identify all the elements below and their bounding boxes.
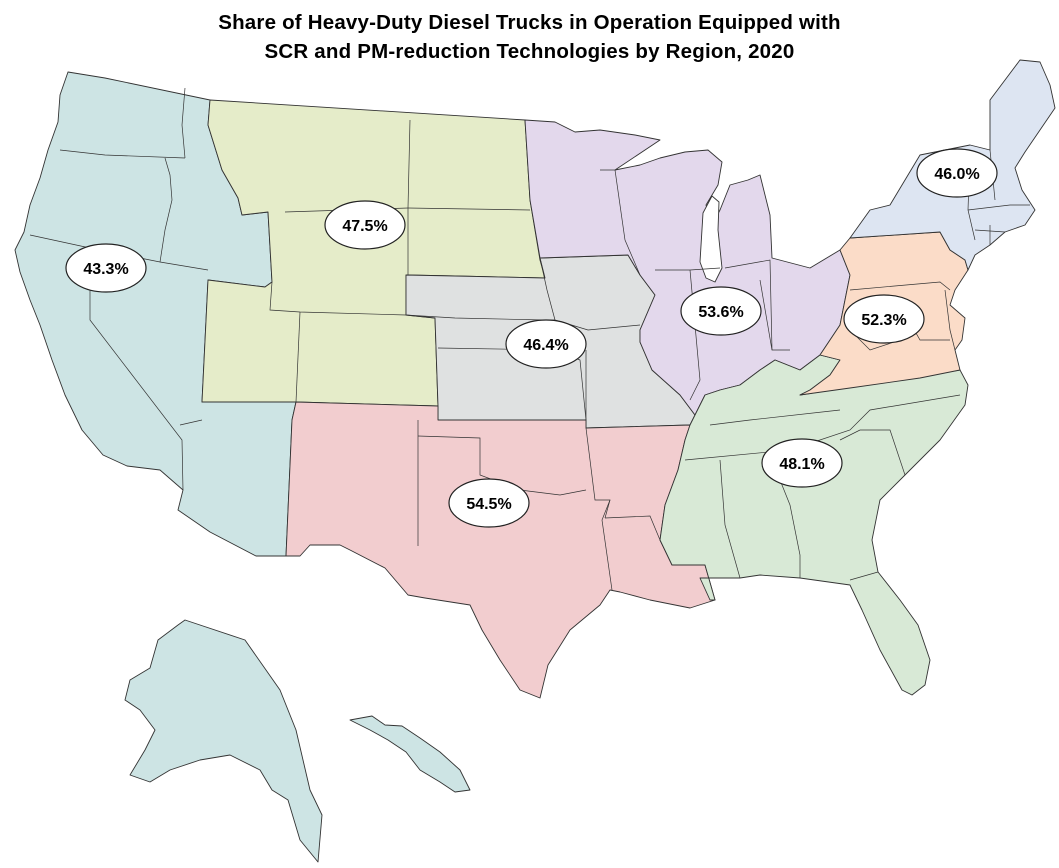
label-west-text: 43.3%	[83, 261, 128, 278]
title-line-2: SCR and PM-reduction Technologies by Reg…	[264, 40, 795, 63]
label-mountain-text: 47.5%	[342, 218, 387, 235]
map-title: Share of Heavy-Duty Diesel Trucks in Ope…	[0, 8, 1059, 66]
label-mountain: 47.5%	[324, 200, 406, 250]
label-northeast: 46.0%	[916, 148, 998, 198]
label-southwest-text: 54.5%	[466, 496, 511, 513]
region-great-lakes[interactable]	[524, 119, 851, 416]
region-southeast[interactable]	[659, 354, 969, 696]
label-northeast-text: 46.0%	[934, 166, 979, 183]
label-mid-atlantic: 52.3%	[843, 294, 925, 344]
label-plains-text: 46.4%	[523, 337, 568, 354]
region-southwest[interactable]	[285, 401, 716, 699]
label-southwest: 54.5%	[448, 478, 530, 528]
label-mid-atlantic-text: 52.3%	[861, 312, 906, 329]
label-southeast: 48.1%	[761, 438, 843, 488]
region-west[interactable]	[14, 71, 471, 863]
label-southeast-text: 48.1%	[779, 456, 824, 473]
label-great-lakes: 53.6%	[680, 286, 762, 336]
label-west: 43.3%	[65, 243, 147, 293]
label-great-lakes-text: 53.6%	[698, 304, 743, 321]
label-plains: 46.4%	[505, 319, 587, 369]
title-line-1: Share of Heavy-Duty Diesel Trucks in Ope…	[218, 11, 841, 34]
